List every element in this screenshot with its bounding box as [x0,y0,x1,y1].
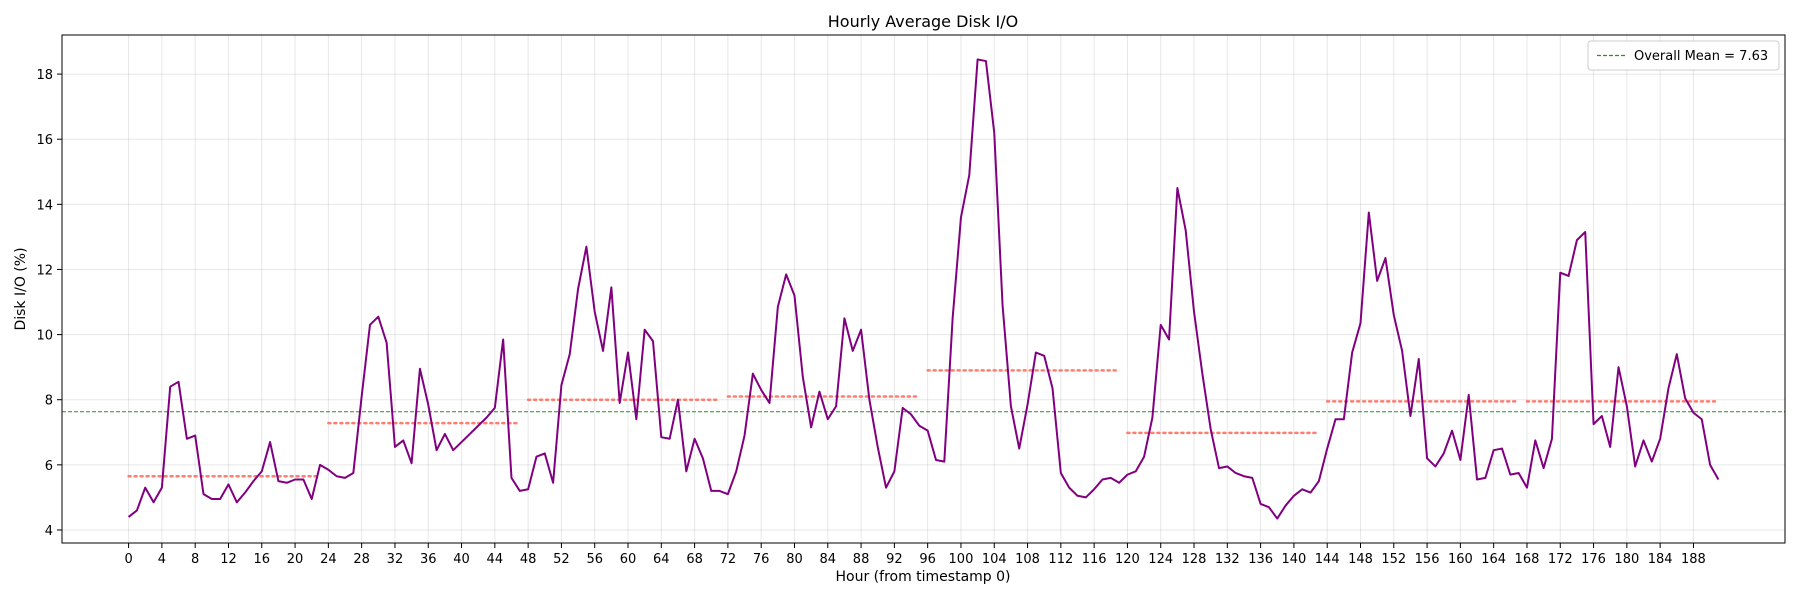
x-tick-label: 56 [586,552,603,567]
x-tick-label: 72 [720,552,737,567]
x-tick-label: 164 [1481,552,1506,567]
x-tick-label: 180 [1614,552,1639,567]
x-tick-label: 24 [320,552,337,567]
x-tick-label: 76 [753,552,770,567]
x-axis-ticks: 0 4 8 12 16 20 24 28 32 36 40 44 48 52 56 60 64 68 72 76 80 8… [124,543,1706,567]
y-tick-label: 18 [36,68,53,83]
y-tick-label: 16 [36,133,53,148]
x-tick-label: 52 [553,552,570,567]
x-tick-label: 12 [220,552,237,567]
x-tick-label: 88 [853,552,870,567]
x-tick-label: 0 [124,552,132,567]
series-group [127,58,1720,520]
y-tick-label: 12 [36,263,53,278]
y-tick-label: 14 [36,198,53,213]
x-axis-label: Hour (from timestamp 0) [836,569,1011,585]
x-tick-label: 160 [1448,552,1473,567]
y-axis-label: Disk I/O (%) [13,247,29,330]
disk-io-line [127,58,1720,520]
x-tick-label: 4 [158,552,166,567]
x-tick-label: 120 [1115,552,1140,567]
legend-box [1587,40,1780,71]
x-tick-label: 124 [1148,552,1173,567]
x-tick-label: 168 [1515,552,1540,567]
x-tick-label: 184 [1648,552,1673,567]
x-tick-label: 140 [1281,552,1306,567]
legend-label: Overall Mean = 7.63 [1634,49,1768,64]
x-tick-label: 40 [453,552,470,567]
x-tick-label: 172 [1548,552,1573,567]
plot-frame [61,34,1786,544]
x-tick-label: 132 [1215,552,1240,567]
x-tick-label: 116 [1082,552,1107,567]
x-tick-label: 108 [1015,552,1040,567]
y-axis-ticks: 4 6 8 10 12 14 16 18 [36,68,62,539]
y-tick-label: 8 [45,394,53,409]
x-tick-label: 96 [919,552,936,567]
chart-title: Hourly Average Disk I/O [828,12,1018,31]
x-tick-label: 176 [1581,552,1606,567]
x-tick-label: 136 [1248,552,1273,567]
y-tick-label: 10 [36,329,53,344]
x-tick-label: 92 [886,552,903,567]
x-tick-label: 148 [1348,552,1373,567]
x-tick-label: 84 [820,552,837,567]
x-tick-label: 68 [686,552,703,567]
x-tick-label: 16 [253,552,270,567]
x-tick-label: 188 [1681,552,1706,567]
x-tick-label: 20 [287,552,304,567]
x-tick-label: 156 [1415,552,1440,567]
x-tick-label: 152 [1381,552,1406,567]
x-tick-label: 8 [191,552,199,567]
x-tick-label: 48 [520,552,537,567]
x-tick-label: 36 [420,552,437,567]
x-tick-label: 128 [1182,552,1207,567]
x-tick-label: 80 [786,552,803,567]
y-tick-label: 6 [45,459,53,474]
x-tick-label: 28 [353,552,370,567]
legend: Overall Mean = 7.63 [1587,40,1780,71]
x-tick-label: 60 [620,552,637,567]
x-tick-label: 100 [949,552,974,567]
y-tick-label: 4 [45,524,53,539]
x-tick-label: 32 [387,552,404,567]
x-tick-label: 112 [1048,552,1073,567]
grid [62,35,1785,543]
x-tick-label: 64 [653,552,670,567]
x-tick-label: 144 [1315,552,1340,567]
x-tick-label: 44 [487,552,504,567]
x-tick-label: 104 [982,552,1007,567]
